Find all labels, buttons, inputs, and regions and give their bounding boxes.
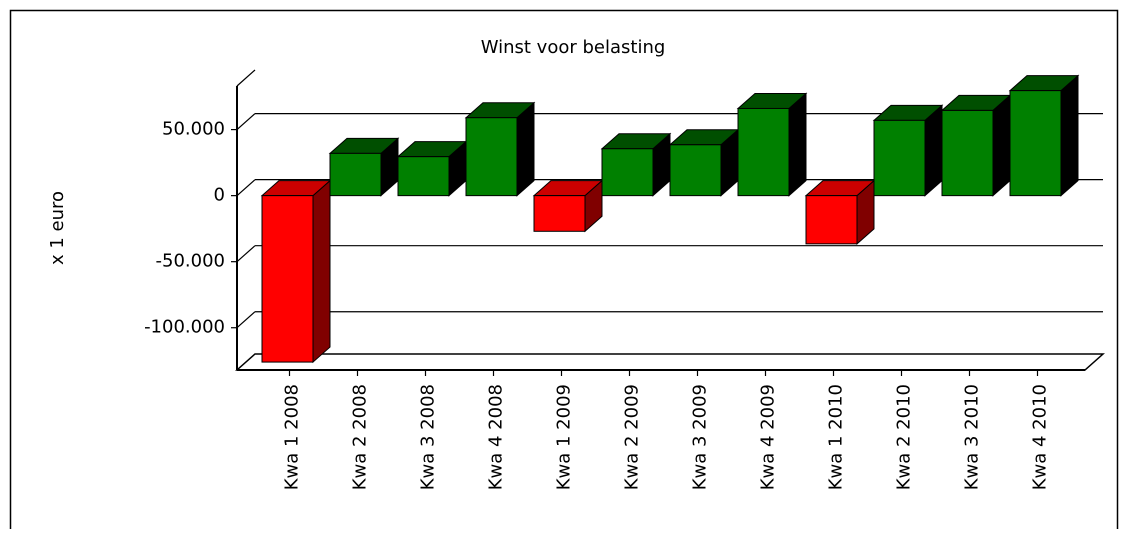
x-tick-label: Kwa 1 2010 <box>826 384 847 490</box>
bar <box>261 195 314 363</box>
bar <box>873 119 926 197</box>
bar <box>669 144 722 197</box>
x-tick-label: Kwa 4 2010 <box>1030 384 1051 490</box>
x-tick-label: Kwa 4 2008 <box>486 384 507 490</box>
bar <box>465 117 518 197</box>
bar-side <box>788 92 807 197</box>
grid-line-side <box>236 245 256 263</box>
x-tick-label: Kwa 2 2008 <box>350 384 371 490</box>
bar-side <box>924 104 943 197</box>
grid-line-side <box>236 113 256 131</box>
y-axis-top <box>236 69 256 87</box>
bar <box>329 152 382 197</box>
bar <box>533 195 586 232</box>
x-tick-label: Kwa 1 2008 <box>282 384 303 490</box>
x-tick-label: Kwa 1 2009 <box>554 384 575 490</box>
bar <box>805 195 858 245</box>
grid-line-side <box>236 311 256 329</box>
x-tick-label: Kwa 3 2010 <box>962 384 983 490</box>
bar-side <box>312 179 331 364</box>
x-tick-label: Kwa 3 2009 <box>690 384 711 490</box>
bar <box>941 109 994 197</box>
x-tick-label: Kwa 4 2009 <box>758 384 779 490</box>
bar <box>601 148 654 197</box>
y-tick-label: -100.000 <box>144 317 225 338</box>
bar-side <box>1060 74 1079 197</box>
x-tick-label: Kwa 2 2009 <box>622 384 643 490</box>
y-axis-label: x 1 euro <box>47 191 68 265</box>
y-tick-label: 0 <box>214 185 225 206</box>
chart-title: Winst voor belasting <box>481 37 666 58</box>
bar <box>397 156 450 197</box>
floor <box>235 353 1105 371</box>
grid-line-side <box>236 179 256 197</box>
bar <box>737 107 790 197</box>
frame <box>9 9 1119 533</box>
bar-side <box>992 94 1011 197</box>
bar <box>1009 90 1062 197</box>
y-tick-label: 50.000 <box>162 119 225 140</box>
y-tick-label: -50.000 <box>156 251 225 272</box>
x-tick-label: Kwa 3 2008 <box>418 384 439 490</box>
x-tick-label: Kwa 2 2010 <box>894 384 915 490</box>
bar-side <box>516 101 535 197</box>
